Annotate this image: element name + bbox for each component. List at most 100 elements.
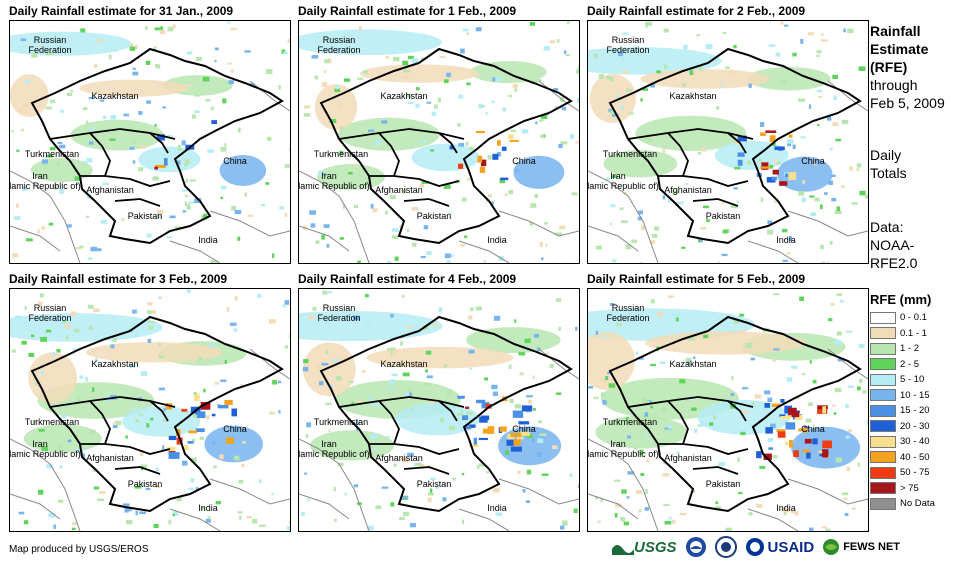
rainfall-pixel	[102, 115, 107, 119]
dos-seal-icon	[714, 536, 737, 558]
rainfall-pixel	[368, 397, 373, 402]
rainfall-pixel	[541, 257, 544, 261]
data-source: Data: NOAA- RFE2.0	[870, 218, 917, 272]
rainfall-pixel	[598, 73, 604, 79]
rainfall-pixel	[431, 111, 436, 116]
rainfall-pixel	[767, 229, 773, 235]
rainfall-pixel	[508, 364, 512, 369]
rainfall-pixel	[662, 148, 666, 154]
legend-row: 50 - 75	[870, 465, 962, 481]
rainfall-pixel	[642, 88, 648, 91]
map-label-russia: Russian Federation	[28, 35, 71, 55]
map-panel-feb3: Daily Rainfall estimate for 3 Feb., 2009…	[9, 272, 297, 534]
rainfall-pixel	[70, 89, 73, 93]
country-border	[438, 400, 458, 422]
rainfall-pixel	[602, 399, 607, 405]
rainfall-pixel	[200, 506, 205, 511]
rainfall-pixel	[49, 99, 56, 104]
heavy-rain-pixel	[497, 140, 501, 146]
rainfall-pixel	[203, 388, 206, 393]
rainfall-pixel	[381, 120, 388, 124]
rainfall-pixel	[387, 387, 394, 390]
rainfall-pixel	[154, 27, 160, 31]
country-border	[149, 132, 169, 154]
globe-icon	[823, 539, 840, 555]
rainfall-pixel	[492, 391, 498, 397]
rainfall-pixel	[575, 141, 579, 144]
rainfall-pixel	[162, 106, 166, 109]
rainfall-pixel	[132, 406, 135, 412]
rainfall-pixel	[715, 501, 719, 505]
rainfall-pixel	[18, 511, 25, 515]
country-border	[10, 493, 61, 520]
rainfall-pixel	[857, 462, 860, 467]
rainfall-pixel	[146, 233, 152, 238]
heavy-rain-pixel	[776, 429, 786, 432]
rainfall-pixel	[372, 208, 378, 213]
rainfall-pixel	[620, 220, 628, 223]
rainfall-pixel	[356, 427, 359, 431]
rainfall-pixel	[167, 26, 174, 32]
country-border	[169, 240, 221, 263]
region-outline	[30, 315, 284, 513]
rainfall-pixel	[147, 302, 153, 306]
rainfall-pixel	[558, 143, 563, 149]
rainfall-pixel	[237, 236, 241, 241]
rainfall-pixel	[636, 489, 643, 494]
map-label-china: China	[512, 156, 536, 166]
rainfall-pixel	[676, 317, 679, 322]
map-canvas: Russian Federation Kazakhstan Turkmenistan I…	[299, 21, 579, 263]
country-border	[114, 466, 161, 475]
rainfall-pixel	[741, 387, 749, 390]
rainfall-pixel	[733, 319, 739, 324]
rainfall-pixel	[645, 433, 648, 439]
title-line-2: Estimate	[870, 41, 929, 57]
rainfall-pixel	[339, 103, 343, 108]
map-label-afghanistan: Afghanistan	[86, 185, 134, 195]
legend-label: > 75	[900, 482, 919, 494]
map-label-turkmenistan: Turkmenistan	[603, 417, 657, 427]
rainfall-pixel	[541, 434, 544, 439]
map-label-kazakhstan: Kazakhstan	[91, 91, 138, 101]
rainfall-pixel	[131, 140, 137, 144]
rainfall-pixel	[718, 461, 726, 467]
rainfall-pixel	[460, 48, 465, 54]
legend-swatch	[870, 311, 896, 324]
rainfall-pixel	[163, 419, 169, 422]
map-label-pakistan: Pakistan	[128, 211, 163, 221]
rainfall-pixel	[20, 38, 27, 42]
country-border	[10, 170, 81, 263]
rainfall-pixel	[622, 517, 626, 522]
heavy-rain-pixel	[211, 120, 218, 125]
rainfall-pixel	[688, 337, 696, 341]
rainfall-pixel	[88, 141, 94, 145]
rainfall-pixel	[132, 71, 139, 76]
rainfall-pixel	[780, 67, 784, 70]
rainfall-pixel	[304, 105, 311, 109]
heavy-rain-pixel	[788, 134, 793, 138]
rainfall-pixel	[824, 192, 828, 196]
rainfall-pixel	[760, 197, 764, 203]
rainfall-pixel	[305, 434, 309, 439]
rainfall-pixel	[546, 351, 549, 356]
country-border	[338, 396, 465, 408]
rainfall-pixel	[302, 366, 309, 372]
rainfall-pixel	[527, 399, 532, 404]
rainfall-pixel	[321, 82, 328, 87]
rainfall-pixel	[831, 197, 837, 202]
rainfall-pixel	[112, 422, 117, 425]
rainfall-pixel	[573, 508, 578, 513]
through-date: Feb 5, 2009	[870, 95, 945, 111]
legend-label: 2 - 5	[900, 358, 920, 370]
rainfall-pixel	[348, 380, 354, 384]
rainfall-pixel	[97, 498, 104, 502]
rainfall-pixel	[783, 512, 787, 516]
rainfall-pixel	[639, 449, 644, 455]
rainfall-pixel	[731, 375, 734, 381]
country-border	[627, 128, 754, 140]
country-border	[667, 400, 689, 445]
rainfall-pixel	[229, 322, 237, 326]
heavy-rain-pixel	[521, 405, 533, 412]
rainfall-pixel	[185, 84, 193, 87]
rainfall-pixel	[619, 207, 624, 211]
